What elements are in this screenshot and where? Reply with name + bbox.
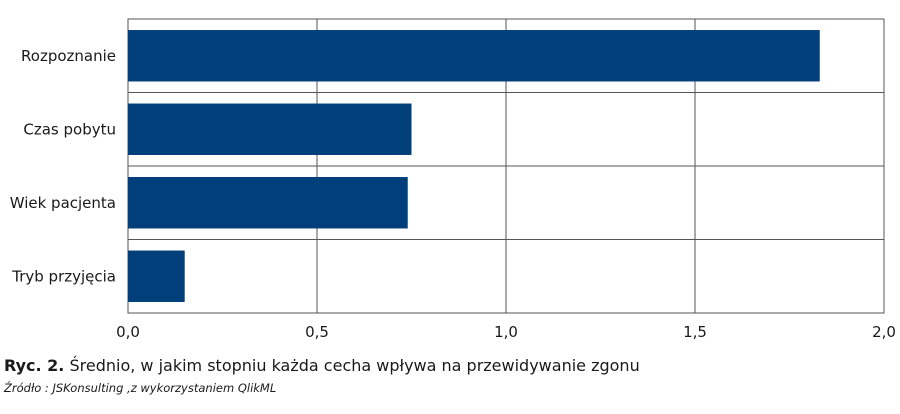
grid-lines: [127, 18, 885, 314]
bar: [128, 30, 820, 82]
figure-caption-text: Średnio, w jakim stopniu każda cecha wpł…: [69, 356, 640, 375]
category-label: Rozpoznanie: [21, 47, 116, 65]
bar: [128, 103, 412, 155]
x-tick-label: 0,5: [305, 323, 329, 341]
x-tick-label: 0,0: [116, 323, 140, 341]
bar: [128, 250, 185, 302]
figure-caption: Ryc. 2. Średnio, w jakim stopniu każda c…: [4, 356, 640, 375]
category-labels: Rozpoznanie Czas pobytu Wiek pacjenta Tryb …: [10, 47, 116, 286]
category-label: Czas pobytu: [23, 120, 116, 138]
bars: [128, 30, 820, 302]
bar: [128, 177, 408, 229]
x-tick-label: 1,5: [683, 323, 707, 341]
figure-label: Ryc. 2.: [4, 356, 65, 375]
x-tick-label: 1,0: [494, 323, 518, 341]
x-tick-labels: 0,0 0,5 1,0 1,5 2,0: [116, 323, 896, 341]
category-label: Tryb przyjęcia: [11, 267, 116, 285]
x-tick-label: 2,0: [872, 323, 896, 341]
category-label: Wiek pacjenta: [10, 194, 116, 212]
source-note: Źródło : JSKonsulting ,z wykorzystaniem …: [4, 381, 277, 395]
bar-chart: Rozpoznanie Czas pobytu Wiek pacjenta Tryb …: [10, 18, 896, 341]
